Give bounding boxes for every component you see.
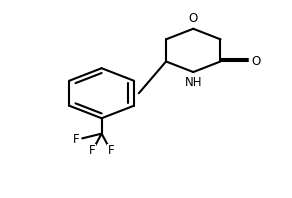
Text: F: F — [107, 144, 114, 157]
Text: O: O — [251, 55, 261, 68]
Text: NH: NH — [185, 76, 202, 89]
Text: F: F — [89, 144, 96, 157]
Text: F: F — [73, 133, 80, 146]
Text: O: O — [189, 12, 198, 25]
